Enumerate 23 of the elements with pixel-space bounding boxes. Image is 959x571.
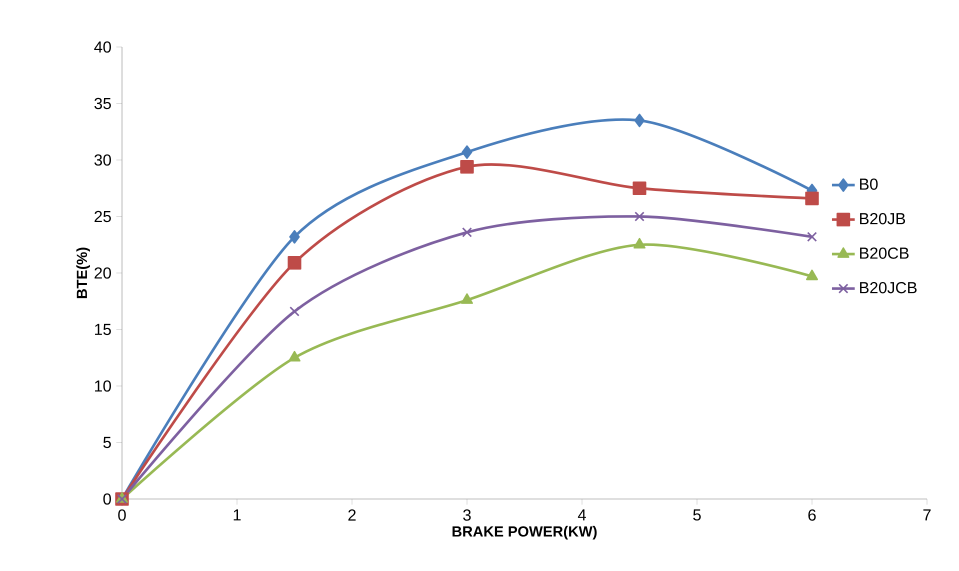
y-tick-label: 30 <box>94 154 111 166</box>
x-tick-label: 2 <box>348 509 356 521</box>
legend-label: B20JCB <box>860 282 917 294</box>
y-tick-label: 20 <box>94 267 111 279</box>
y-tick-label: 35 <box>94 98 111 110</box>
x-tick-label: 5 <box>693 509 701 521</box>
legend-label: B20CB <box>860 248 909 259</box>
y-tick-label: 10 <box>95 380 111 392</box>
y-axis-title: BTE(%) <box>76 248 90 298</box>
x-tick-label: 4 <box>578 509 586 520</box>
x-tick-label: 6 <box>808 509 816 521</box>
x-tick-label: 1 <box>234 509 241 520</box>
y-tick-label: 40 <box>94 41 111 53</box>
legend-label: B20JB <box>860 213 906 224</box>
y-tick-label: 25 <box>94 210 111 222</box>
y-tick-label: 0 <box>103 493 111 505</box>
y-tick-label: 5 <box>103 436 111 448</box>
x-tick-label: 7 <box>923 509 931 520</box>
x-tick-label: 0 <box>118 509 126 521</box>
x-tick-label: 3 <box>463 509 471 521</box>
y-tick-label: 15 <box>95 324 111 336</box>
x-axis-title: BRAKE POWER(KW) <box>452 526 597 540</box>
legend-label: B0 <box>860 178 878 190</box>
